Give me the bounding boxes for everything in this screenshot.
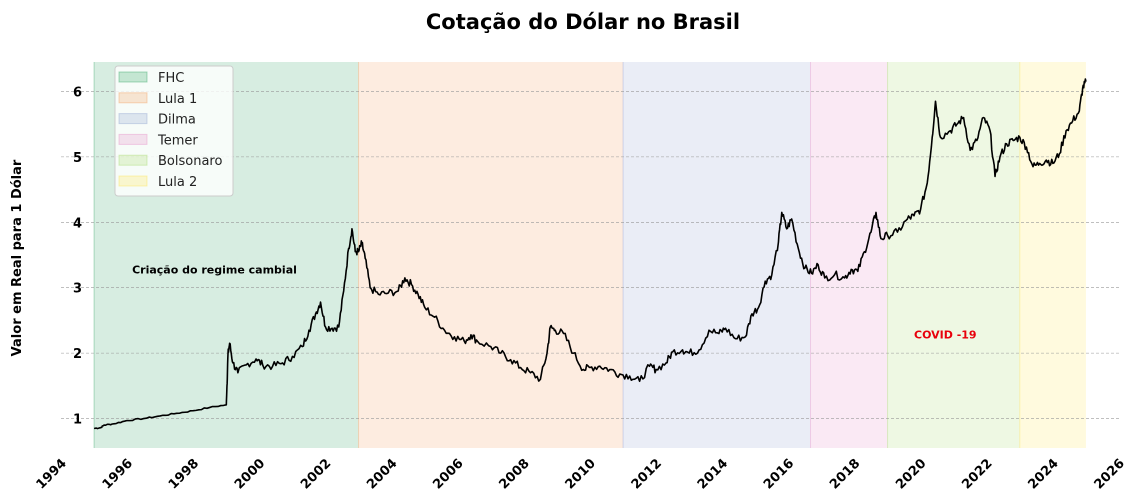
- y-tick-label: 4: [73, 216, 82, 231]
- legend-label: Temer: [157, 133, 198, 148]
- x-tick-label: 2016: [761, 456, 797, 492]
- series-layer: [93, 78, 1087, 430]
- y-tick-label: 6: [73, 85, 82, 100]
- y-tick-label: 3: [73, 282, 82, 297]
- period-bands: [93, 62, 1086, 448]
- series-line-1: [93, 78, 1087, 430]
- legend-swatch: [118, 133, 148, 145]
- legend-label: Lula 2: [158, 175, 197, 190]
- legend-label: Dilma: [158, 113, 196, 128]
- annotation-2: COVID -19: [914, 329, 977, 342]
- x-tick-label: 2022: [959, 456, 995, 492]
- period-band-2: [358, 62, 624, 448]
- y-axis-label: Valor em Real para 1 Dólar: [10, 159, 25, 356]
- legend-label: Bolsonaro: [158, 154, 222, 169]
- legend-box: [114, 65, 234, 197]
- period-band-3: [623, 62, 811, 448]
- x-axis: 1994 1996 1998 2000 2002 2004 2006 2008 2010 2012…: [34, 456, 1128, 492]
- x-tick-label: 2008: [497, 456, 533, 492]
- y-gridlines: [61, 91, 1119, 419]
- x-tick-label: 1996: [100, 456, 136, 492]
- y-tick-label: 1: [73, 413, 82, 428]
- x-tick-label: 2018: [827, 456, 863, 492]
- legend-swatch: [118, 154, 148, 166]
- legend-swatch: [118, 71, 148, 83]
- x-tick-label: 2012: [629, 456, 665, 492]
- period-band-4: [810, 62, 888, 448]
- x-tick-label: 2010: [563, 456, 599, 492]
- legend-swatch: [118, 175, 148, 187]
- y-tick-label: 5: [73, 151, 82, 166]
- x-tick-label: 2014: [695, 456, 731, 492]
- x-tick-label: 2006: [430, 456, 466, 492]
- y-tick-label: 2: [73, 347, 82, 362]
- y-axis: 1 2 3 4 5 6: [73, 85, 82, 427]
- legend-label: Lula 1: [158, 92, 197, 107]
- annotations-layer: Criação do regime cambial COVID -19: [132, 263, 977, 341]
- x-tick-label: 1998: [166, 456, 202, 492]
- legend-swatch: [118, 92, 148, 104]
- chart-title: Cotação do Dólar no Brasil: [426, 10, 740, 34]
- legend-swatch: [118, 113, 148, 125]
- x-tick-label: 1994: [34, 456, 70, 492]
- x-tick-label: 2004: [364, 456, 400, 492]
- period-band-6: [1019, 62, 1086, 448]
- legend-label: FHC: [158, 71, 184, 86]
- x-tick-label: 2026: [1092, 456, 1128, 492]
- x-tick-label: 2024: [1026, 456, 1062, 492]
- x-tick-label: 2000: [232, 456, 268, 492]
- x-tick-label: 2002: [298, 456, 334, 492]
- annotation-1: Criação do regime cambial: [132, 263, 297, 276]
- legend[interactable]: FHC Lula 1 Dilma Temer Bolsonaro Lula 2: [114, 65, 234, 197]
- x-tick-label: 2020: [893, 456, 929, 492]
- period-band-5: [887, 62, 1020, 448]
